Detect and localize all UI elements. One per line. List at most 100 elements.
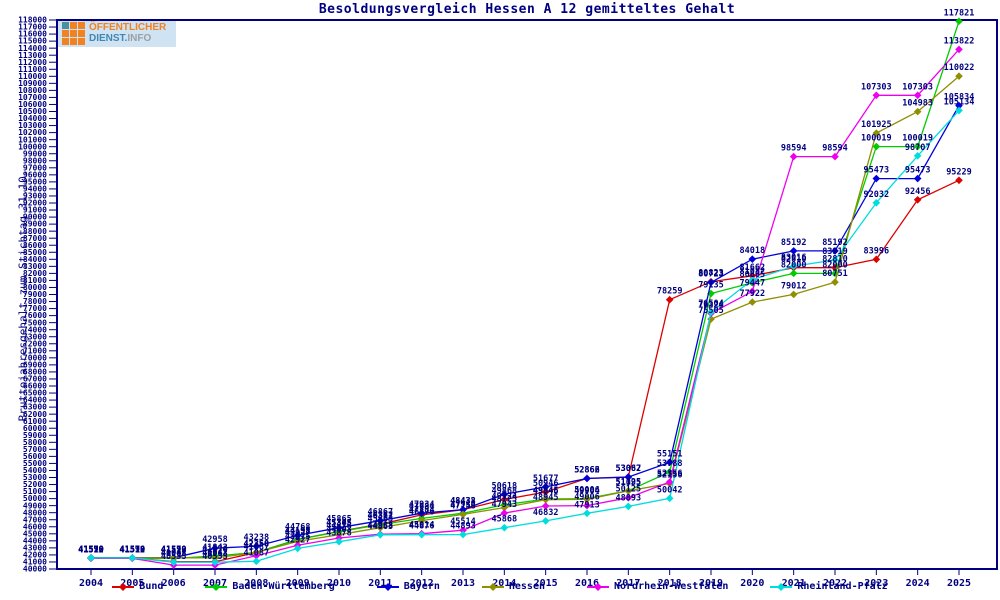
y-tick-label: 92000 <box>23 199 47 208</box>
data-point-label: 79012 <box>781 281 807 291</box>
data-point-label: 100019 <box>902 134 933 144</box>
x-tick-label: 2011 <box>368 578 392 589</box>
y-tick-label: 89000 <box>23 220 47 229</box>
data-point-label: 80823 <box>698 269 724 279</box>
x-tick-label: 2025 <box>947 578 971 589</box>
data-point <box>583 501 591 510</box>
data-point <box>748 287 757 296</box>
data-point <box>748 271 757 280</box>
data-point-label: 44863 <box>368 522 394 532</box>
y-tick-label: 71000 <box>23 346 47 355</box>
x-tick-label: 2019 <box>699 578 723 589</box>
series-line-Bund <box>91 179 960 563</box>
y-tick-label: 95000 <box>23 177 47 186</box>
legend-swatch-icon <box>112 582 135 591</box>
data-point-label: 49846 <box>533 487 559 497</box>
y-tick-label: 99000 <box>23 149 47 158</box>
data-point-label: 82000 <box>822 260 848 270</box>
y-tick-label: 44000 <box>23 536 47 545</box>
data-point <box>624 502 633 511</box>
data-point-label: 44403 <box>326 525 352 535</box>
y-tick-label: 63000 <box>23 403 47 412</box>
data-point-label: 47758 <box>450 501 476 511</box>
data-point-label: 80723 <box>698 269 724 279</box>
y-tick-label: 83000 <box>23 262 47 271</box>
data-point-label: 42958 <box>202 535 228 545</box>
x-tick-label: 2024 <box>906 578 930 589</box>
data-point-label: 45345 <box>326 518 352 528</box>
oeffentlicher-dienst-logo[interactable]: ÖFFENTLICHER DIENST.INFO <box>58 19 176 47</box>
data-point-label: 110022 <box>944 63 975 73</box>
legend-label: Baden-Württemberg <box>232 581 335 592</box>
data-point-label: 42358 <box>244 539 270 549</box>
data-point <box>789 269 798 278</box>
data-point <box>500 503 509 512</box>
y-tick-label: 100000 <box>18 142 47 151</box>
data-point <box>376 516 385 525</box>
data-point <box>789 290 798 299</box>
y-tick-label: 87000 <box>23 234 47 243</box>
data-point-label: 43238 <box>244 533 270 543</box>
data-point-label: 50042 <box>657 485 683 495</box>
data-point-label: 48432 <box>450 497 476 507</box>
data-point-label: 46312 <box>368 512 394 522</box>
data-point-label: 45865 <box>326 515 352 525</box>
data-point-label: 44876 <box>409 522 435 532</box>
y-tick-label: 105000 <box>18 107 47 116</box>
data-point <box>955 106 963 115</box>
data-point-label: 80751 <box>822 269 848 279</box>
data-point-label: 95473 <box>864 166 890 176</box>
legend-label: Rheinland-Pfalz <box>797 581 888 592</box>
y-tick-label: 55000 <box>23 459 47 468</box>
data-point-label: 41512 <box>78 545 104 555</box>
data-point-label: 75505 <box>698 306 724 316</box>
data-point-label: 85192 <box>781 238 807 248</box>
data-point-label: 41842 <box>202 543 228 553</box>
data-point-label: 41087 <box>244 548 270 558</box>
data-point <box>293 531 302 540</box>
y-tick-label: 81000 <box>23 276 47 285</box>
data-point <box>211 554 219 562</box>
x-tick-label: 2013 <box>451 578 475 589</box>
y-tick-label: 69000 <box>23 360 47 369</box>
logo-info: INFO <box>127 33 152 44</box>
y-tick-label: 53000 <box>23 473 47 482</box>
y-tick-label: 56000 <box>23 452 47 461</box>
x-tick-label: 2007 <box>203 578 227 589</box>
data-point <box>748 298 757 306</box>
data-point <box>293 537 302 546</box>
data-point-label: 43927 <box>285 528 311 538</box>
data-point-label: 48725 <box>492 495 518 505</box>
data-point <box>335 537 343 546</box>
data-point-label: 98707 <box>905 143 931 153</box>
data-point-label: 48945 <box>533 493 559 503</box>
data-point-label: 53062 <box>616 464 642 474</box>
chart-title: Besoldungsvergleich Hessen A 12 gemittel… <box>318 2 736 17</box>
data-point <box>376 523 385 532</box>
data-point <box>335 523 343 532</box>
data-point-label: 47934 <box>409 500 435 510</box>
series-line-Nordrhein-Westfalen <box>91 48 960 566</box>
y-tick-label: 77000 <box>23 304 47 313</box>
data-point <box>665 468 674 476</box>
data-point-label: 49868 <box>492 487 518 497</box>
data-point-label: 84018 <box>740 246 766 256</box>
data-point <box>913 107 922 116</box>
data-point-label: 41512 <box>120 545 146 555</box>
data-point-label: 52866 <box>574 465 600 475</box>
data-point <box>583 474 591 483</box>
y-tick-label: 60000 <box>23 424 47 433</box>
y-tick-label: 68000 <box>23 368 47 377</box>
data-point-label: 52862 <box>574 465 600 475</box>
y-tick-label: 76000 <box>23 311 47 320</box>
series-line-Bayern <box>91 105 960 559</box>
data-point-label: 41590 <box>120 545 146 555</box>
x-tick-label: 2022 <box>823 578 847 589</box>
y-tick-label: 86000 <box>23 241 47 250</box>
data-point-label: 41042 <box>161 549 187 559</box>
y-tick-label: 114000 <box>18 44 47 53</box>
y-tick-label: 75000 <box>23 318 47 327</box>
data-point-label: 44878 <box>326 522 352 532</box>
y-tick-label: 58000 <box>23 438 47 447</box>
y-tick-label: 80000 <box>23 283 47 292</box>
